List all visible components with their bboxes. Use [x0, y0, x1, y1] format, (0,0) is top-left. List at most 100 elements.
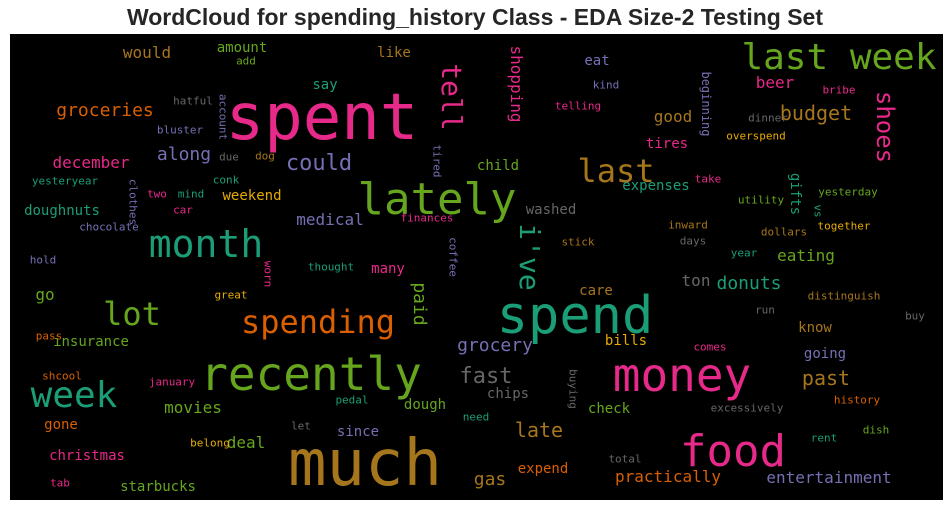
cloud-word: history [833, 393, 881, 407]
cloud-word: pedal [335, 393, 369, 407]
cloud-word: inward [668, 218, 708, 232]
cloud-word: shopping [507, 45, 526, 123]
cloud-word: belong [190, 436, 230, 450]
cloud-word: dollars [760, 225, 808, 239]
cloud-word: practically [615, 467, 721, 486]
cloud-word: tell [435, 63, 468, 131]
cloud-word: add [236, 54, 256, 68]
cloud-word: many [371, 261, 405, 277]
cloud-word: gifts [787, 172, 803, 216]
cloud-word: utility [737, 193, 785, 207]
cloud-word: clothes [126, 178, 140, 226]
cloud-word: two [147, 187, 167, 201]
cloud-word: donuts [716, 273, 782, 294]
cloud-word: paid [409, 282, 430, 326]
cloud-word: know [798, 320, 832, 336]
cloud-word: gone [44, 417, 78, 433]
cloud-word: dinner [748, 111, 788, 125]
cloud-word: hatful [173, 94, 213, 108]
cloud-word: excessively [710, 401, 784, 415]
chart-title: WordCloud for spending_history Class - E… [126, 4, 824, 30]
cloud-word: could [285, 151, 353, 176]
cloud-word: dish [862, 423, 890, 437]
cloud-word: go [35, 285, 55, 304]
cloud-word: finances [400, 211, 454, 225]
cloud-word: thought [307, 260, 355, 274]
cloud-word: last [577, 152, 655, 190]
cloud-word: distinguish [807, 289, 881, 303]
cloud-word: overspend [726, 129, 786, 143]
cloud-word: yesterday [818, 185, 878, 199]
cloud-word: say [312, 77, 338, 93]
cloud-word: lately [357, 174, 517, 225]
cloud-word: doughnuts [24, 203, 100, 219]
cloud-word: bribe [822, 83, 856, 97]
cloud-word: week [30, 375, 118, 416]
cloud-word: fast [459, 364, 513, 389]
cloud-word: beginning [699, 71, 713, 137]
cloud-word: take [694, 172, 722, 186]
cloud-word: lot [103, 295, 161, 333]
cloud-word: total [608, 452, 642, 466]
cloud-word: tired [430, 144, 444, 178]
cloud-word: let [291, 419, 311, 433]
cloud-word: grocery [457, 335, 533, 356]
cloud-word: deal [226, 433, 266, 452]
cloud-word: chocolate [79, 220, 139, 234]
cloud-word: insurance [53, 334, 129, 350]
cloud-word: gas [473, 469, 507, 490]
cloud-word: buy [905, 309, 925, 323]
cloud-word: food [680, 426, 786, 477]
cloud-word: expenses [622, 178, 690, 194]
cloud-word: rent [810, 431, 838, 445]
cloud-word: stick [561, 235, 595, 249]
cloud-word: expend [517, 461, 569, 477]
cloud-word: bills [604, 333, 648, 349]
cloud-word: due [219, 150, 239, 164]
cloud-word: dough [403, 397, 447, 413]
cloud-word: spend [496, 286, 654, 346]
cloud-word: tab [50, 476, 70, 490]
cloud-word: shoes [871, 90, 899, 164]
cloud-word: much [287, 427, 443, 501]
cloud-word: christmas [49, 448, 125, 464]
cloud-word: washed [525, 202, 577, 218]
cloud-word: child [476, 158, 520, 174]
cloud-word: like [377, 45, 411, 61]
cloud-word: eating [777, 246, 835, 265]
cloud-word: amount [216, 40, 268, 56]
cloud-word: yesteryear [31, 174, 99, 188]
cloud-word: beer [755, 73, 795, 92]
cloud-word: last week [741, 37, 937, 78]
cloud-word: i've [513, 223, 546, 291]
cloud-word: days [679, 234, 707, 248]
cloud-word: dog [255, 149, 275, 163]
cloud-word: buying [566, 369, 580, 409]
cloud-word: along [156, 144, 212, 165]
cloud-word: need [462, 410, 490, 424]
cloud-word: care [579, 283, 613, 299]
cloud-word: entertainment [766, 468, 892, 487]
cloud-word: spent [225, 81, 419, 155]
cloud-word: budget [779, 101, 853, 125]
cloud-word: late [514, 418, 564, 442]
cloud-word: bluster [156, 123, 204, 137]
cloud-word: conk [212, 173, 240, 187]
cloud-word: january [148, 375, 196, 389]
cloud-word: year [730, 246, 758, 260]
cloud-word: tires [645, 136, 689, 152]
cloud-word: money [612, 348, 752, 402]
cloud-word: shcool [42, 369, 82, 383]
word-cloud: spent much spend recently money lately food mon… [10, 34, 943, 500]
cloud-word: ton [681, 271, 711, 290]
cloud-word: good [653, 107, 693, 126]
cloud-word: past [801, 366, 851, 390]
cloud-word: great [214, 288, 248, 302]
cloud-word: recently [200, 347, 422, 401]
cloud-word: run [755, 303, 775, 317]
cloud-word: coffee [446, 237, 460, 277]
cloud-word: mind [177, 187, 205, 201]
cloud-word: hold [29, 253, 57, 267]
cloud-word: worn [261, 260, 275, 288]
cloud-word: december [52, 153, 130, 172]
